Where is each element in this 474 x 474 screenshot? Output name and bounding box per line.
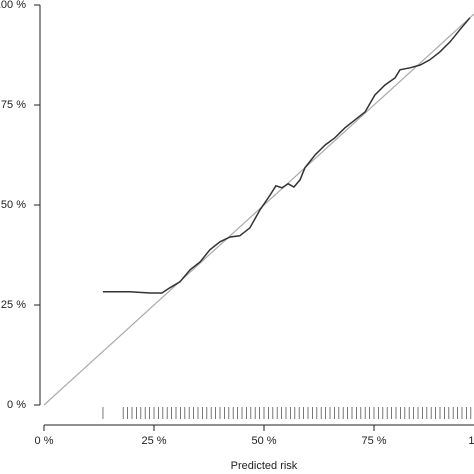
x-tick-label: 75 %	[361, 435, 386, 447]
x-tick-label: 100 %	[468, 435, 474, 447]
y-tick-label: 100 %	[0, 0, 26, 11]
x-tick-label: 25 %	[141, 435, 166, 447]
x-axis-label: Predicted risk	[231, 460, 298, 472]
y-tick-label: 0 %	[7, 399, 26, 411]
y-tick-label: 50 %	[1, 199, 26, 211]
y-tick-label: 75 %	[1, 99, 26, 111]
x-tick-label: 50 %	[251, 435, 276, 447]
x-tick-label: 0 %	[35, 435, 54, 447]
y-tick-label: 25 %	[1, 299, 26, 311]
calibration-line	[102, 17, 471, 294]
reference-line	[43, 13, 474, 406]
